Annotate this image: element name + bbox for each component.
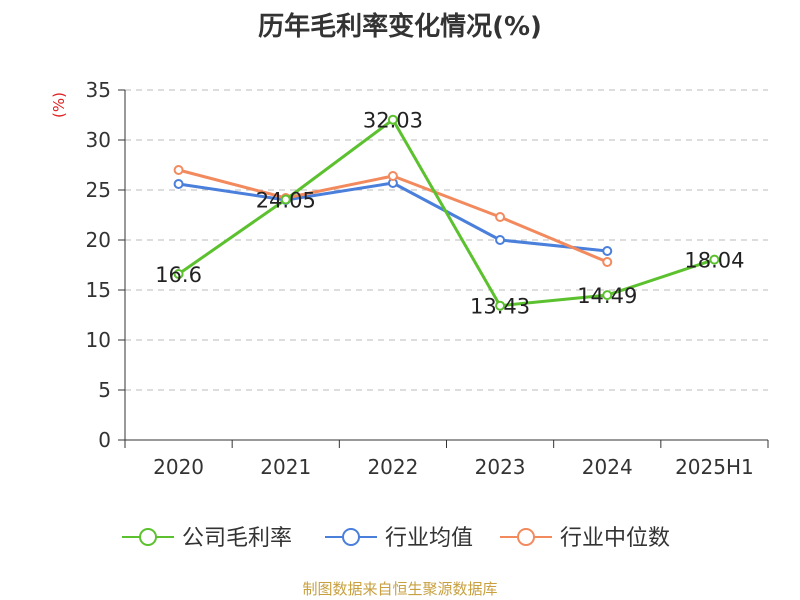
x-tick-label: 2020 <box>153 455 204 479</box>
data-point-0 <box>280 194 291 205</box>
data-point-0 <box>173 269 184 279</box>
y-tick-label: 0 <box>98 428 111 452</box>
y-tick-label: 5 <box>98 378 111 402</box>
legend-label-1: 行业均值 <box>385 526 473 551</box>
y-tick-label: 35 <box>86 78 111 102</box>
data-label: 24.05 <box>256 189 316 213</box>
y-tick-label: 10 <box>86 328 111 352</box>
y-tick-label: 15 <box>86 278 111 302</box>
data-point-0 <box>495 300 506 311</box>
legend-marker-2 <box>517 528 535 546</box>
x-tick-label: 2023 <box>475 455 526 479</box>
x-tick-label: 2021 <box>260 455 311 479</box>
series-line-1 <box>178 181 608 253</box>
data-point-2 <box>173 165 184 175</box>
chart-title: 历年毛利率变化情况(%) <box>258 12 542 42</box>
x-tick-label: 2024 <box>582 455 633 479</box>
data-label: 32.03 <box>363 109 423 133</box>
y-tick-label: 25 <box>86 178 111 202</box>
legend-label-0: 公司毛利率 <box>182 526 292 551</box>
data-point-2 <box>602 257 613 267</box>
data-point-0 <box>602 290 613 301</box>
series-line-0 <box>177 118 715 308</box>
y-tick-label: 30 <box>86 128 111 152</box>
legend-marker-0 <box>139 528 157 546</box>
data-label: 18.04 <box>684 249 744 273</box>
data-label: 13.43 <box>470 295 530 319</box>
x-tick-label: 2025H1 <box>675 455 754 479</box>
data-point-0 <box>709 254 720 265</box>
data-point-1 <box>602 246 613 256</box>
data-point-2 <box>387 171 398 181</box>
data-label: 16.6 <box>155 263 202 287</box>
data-point-1 <box>173 179 184 189</box>
x-tick-label: 2022 <box>367 455 418 479</box>
data-point-0 <box>387 114 398 125</box>
legend-marker-1 <box>342 528 360 546</box>
data-point-2 <box>495 212 506 222</box>
source-footer: 制图数据来自恒生聚源数据库 <box>302 580 498 598</box>
legend-label-2: 行业中位数 <box>560 526 670 551</box>
data-label: 14.49 <box>577 284 637 308</box>
y-tick-label: 20 <box>86 228 111 252</box>
data-point-1 <box>495 235 506 245</box>
